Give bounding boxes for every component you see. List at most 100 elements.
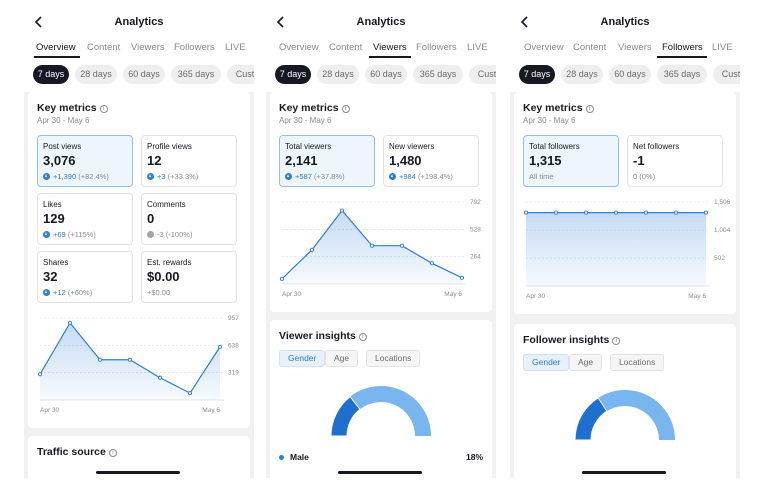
- info-icon[interactable]: i: [358, 333, 367, 341]
- tab-followers[interactable]: Followers: [662, 42, 703, 53]
- filter-custom[interactable]: Cust: [713, 65, 740, 84]
- tab-live[interactable]: LIVE: [225, 42, 246, 53]
- info-icon[interactable]: i: [612, 337, 621, 345]
- male-legend-dot: [279, 455, 284, 460]
- header: Analytics: [24, 12, 254, 34]
- filter-7-days[interactable]: 7 days: [275, 65, 311, 84]
- back-arrow-icon[interactable]: [32, 15, 46, 29]
- tab-overview[interactable]: Overview: [279, 42, 319, 53]
- y-tick-label: 957: [228, 315, 239, 322]
- back-arrow-icon[interactable]: [518, 15, 532, 29]
- back-arrow-icon[interactable]: [274, 15, 288, 29]
- tab-followers[interactable]: Followers: [174, 42, 215, 53]
- tab-bar: Overview Content Viewers Followers LIVE: [24, 34, 254, 60]
- tab-live[interactable]: LIVE: [712, 42, 733, 53]
- info-icon[interactable]: i: [108, 449, 117, 457]
- filter-7-days[interactable]: 7 days: [519, 65, 555, 84]
- metric-tile-total-viewers[interactable]: Total viewers 2,141 +587 (+37.8%): [279, 135, 375, 187]
- segment-locations[interactable]: Locations: [366, 350, 421, 367]
- metric-label: Total viewers: [285, 142, 332, 151]
- active-tab-indicator: [34, 56, 80, 58]
- info-icon[interactable]: i: [585, 105, 594, 113]
- filter-28-days[interactable]: 28 days: [317, 65, 359, 84]
- data-point: [703, 210, 709, 215]
- filter-365-days[interactable]: 365 days: [413, 65, 463, 84]
- date-filter-bar: 7 days 28 days 60 days 365 days Cust: [510, 60, 740, 92]
- date-filter-bar: 7 days 28 days 60 days 365 days Cust: [24, 60, 254, 92]
- segment-locations[interactable]: Locations: [610, 354, 665, 371]
- metric-value: 1,480: [389, 153, 422, 168]
- viewer-insights-title: Viewer insights i: [279, 330, 367, 342]
- arrow-up-icon: [43, 231, 50, 238]
- metric-delta: +3 (+33.3%): [147, 172, 198, 181]
- data-point: [429, 261, 435, 266]
- data-point: [673, 210, 679, 215]
- metric-tile-likes[interactable]: Likes 129 +69 (+115%): [37, 193, 133, 245]
- metric-value: 3,076: [43, 153, 76, 168]
- tab-viewers[interactable]: Viewers: [131, 42, 165, 53]
- filter-60-days[interactable]: 60 days: [123, 65, 165, 84]
- metric-delta: +69 (+115%): [43, 230, 96, 239]
- tab-overview[interactable]: Overview: [524, 42, 564, 53]
- legend-label-male: Male: [290, 452, 309, 462]
- metric-tile-profile-views[interactable]: Profile views 12 +3 (+33.3%): [141, 135, 237, 187]
- filter-7-days[interactable]: 7 days: [33, 65, 69, 84]
- filter-28-days[interactable]: 28 days: [561, 65, 603, 84]
- segment-gender[interactable]: Gender: [523, 354, 570, 371]
- metric-label: Likes: [43, 200, 62, 209]
- info-icon[interactable]: i: [341, 105, 350, 113]
- y-tick-label: 528: [470, 226, 481, 233]
- metric-value: 32: [43, 269, 58, 284]
- data-point: [187, 391, 193, 396]
- tab-followers[interactable]: Followers: [416, 42, 457, 53]
- arrow-up-icon: [389, 173, 396, 180]
- tab-overview[interactable]: Overview: [36, 42, 76, 53]
- filter-28-days[interactable]: 28 days: [75, 65, 117, 84]
- metric-tile-est-rewards[interactable]: Est. rewards $0.00 +$0.00: [141, 251, 237, 303]
- metric-tile-post-views[interactable]: Post views 3,076 +1,390 (+82.4%): [37, 135, 133, 187]
- follower-insights-title: Follower insights i: [523, 334, 621, 346]
- filter-custom[interactable]: Cust: [469, 65, 496, 84]
- metric-tile-shares[interactable]: Shares 32 +12 (+60%): [37, 251, 133, 303]
- filter-60-days[interactable]: 60 days: [609, 65, 651, 84]
- metric-tile-total-followers[interactable]: Total followers 1,315 All time: [523, 135, 619, 187]
- tab-live[interactable]: LIVE: [467, 42, 488, 53]
- arrow-up-icon: [43, 173, 50, 180]
- date-range: Apr 30 - May 6: [37, 116, 90, 125]
- data-point: [67, 320, 73, 325]
- info-icon[interactable]: i: [99, 105, 108, 113]
- metric-value: 129: [43, 211, 65, 226]
- x-tick-label: Apr 30: [526, 293, 546, 300]
- post-views-chart: 957 638 319 Apr 30 May 6: [37, 315, 239, 414]
- arrow-up-icon: [147, 173, 154, 180]
- metric-delta: +12 (+60%): [43, 288, 92, 297]
- metric-label: Post views: [43, 142, 82, 151]
- filter-60-days[interactable]: 60 days: [365, 65, 407, 84]
- filter-custom[interactable]: Cust: [227, 65, 254, 84]
- key-metrics-card: Key metrics i Apr 30 - May 6 Post views 3…: [28, 92, 250, 428]
- tab-viewers[interactable]: Viewers: [373, 42, 407, 53]
- metric-delta: +1,390 (+82.4%): [43, 172, 109, 181]
- follower-insights-card: Follower insights i Gender Age Locations: [514, 324, 736, 478]
- metric-tile-net-followers[interactable]: Net followers -1 0 (0%): [627, 135, 723, 187]
- metric-delta: +587 (+37.8%): [285, 172, 345, 181]
- page-title: Analytics: [114, 16, 164, 28]
- tab-content[interactable]: Content: [87, 42, 121, 53]
- tab-content[interactable]: Content: [329, 42, 363, 53]
- filter-365-days[interactable]: 365 days: [171, 65, 221, 84]
- tab-viewers[interactable]: Viewers: [618, 42, 652, 53]
- data-point: [217, 344, 223, 349]
- data-point: [399, 243, 405, 248]
- segment-gender[interactable]: Gender: [279, 350, 326, 367]
- y-tick-label: 264: [470, 254, 481, 261]
- arrow-up-icon: [285, 173, 292, 180]
- filter-365-days[interactable]: 365 days: [657, 65, 707, 84]
- metric-tile-new-viewers[interactable]: New viewers 1,480 +984 (+198.4%): [383, 135, 479, 187]
- tab-content[interactable]: Content: [573, 42, 607, 53]
- metric-label: Total followers: [529, 142, 580, 151]
- segment-age[interactable]: Age: [325, 350, 359, 367]
- metric-delta: -3 (-100%): [147, 230, 192, 239]
- metric-tile-comments[interactable]: Comments 0 -3 (-100%): [141, 193, 237, 245]
- segment-age[interactable]: Age: [569, 354, 603, 371]
- phone-screen-followers: Analytics Overview Content Viewers Follo…: [510, 12, 740, 478]
